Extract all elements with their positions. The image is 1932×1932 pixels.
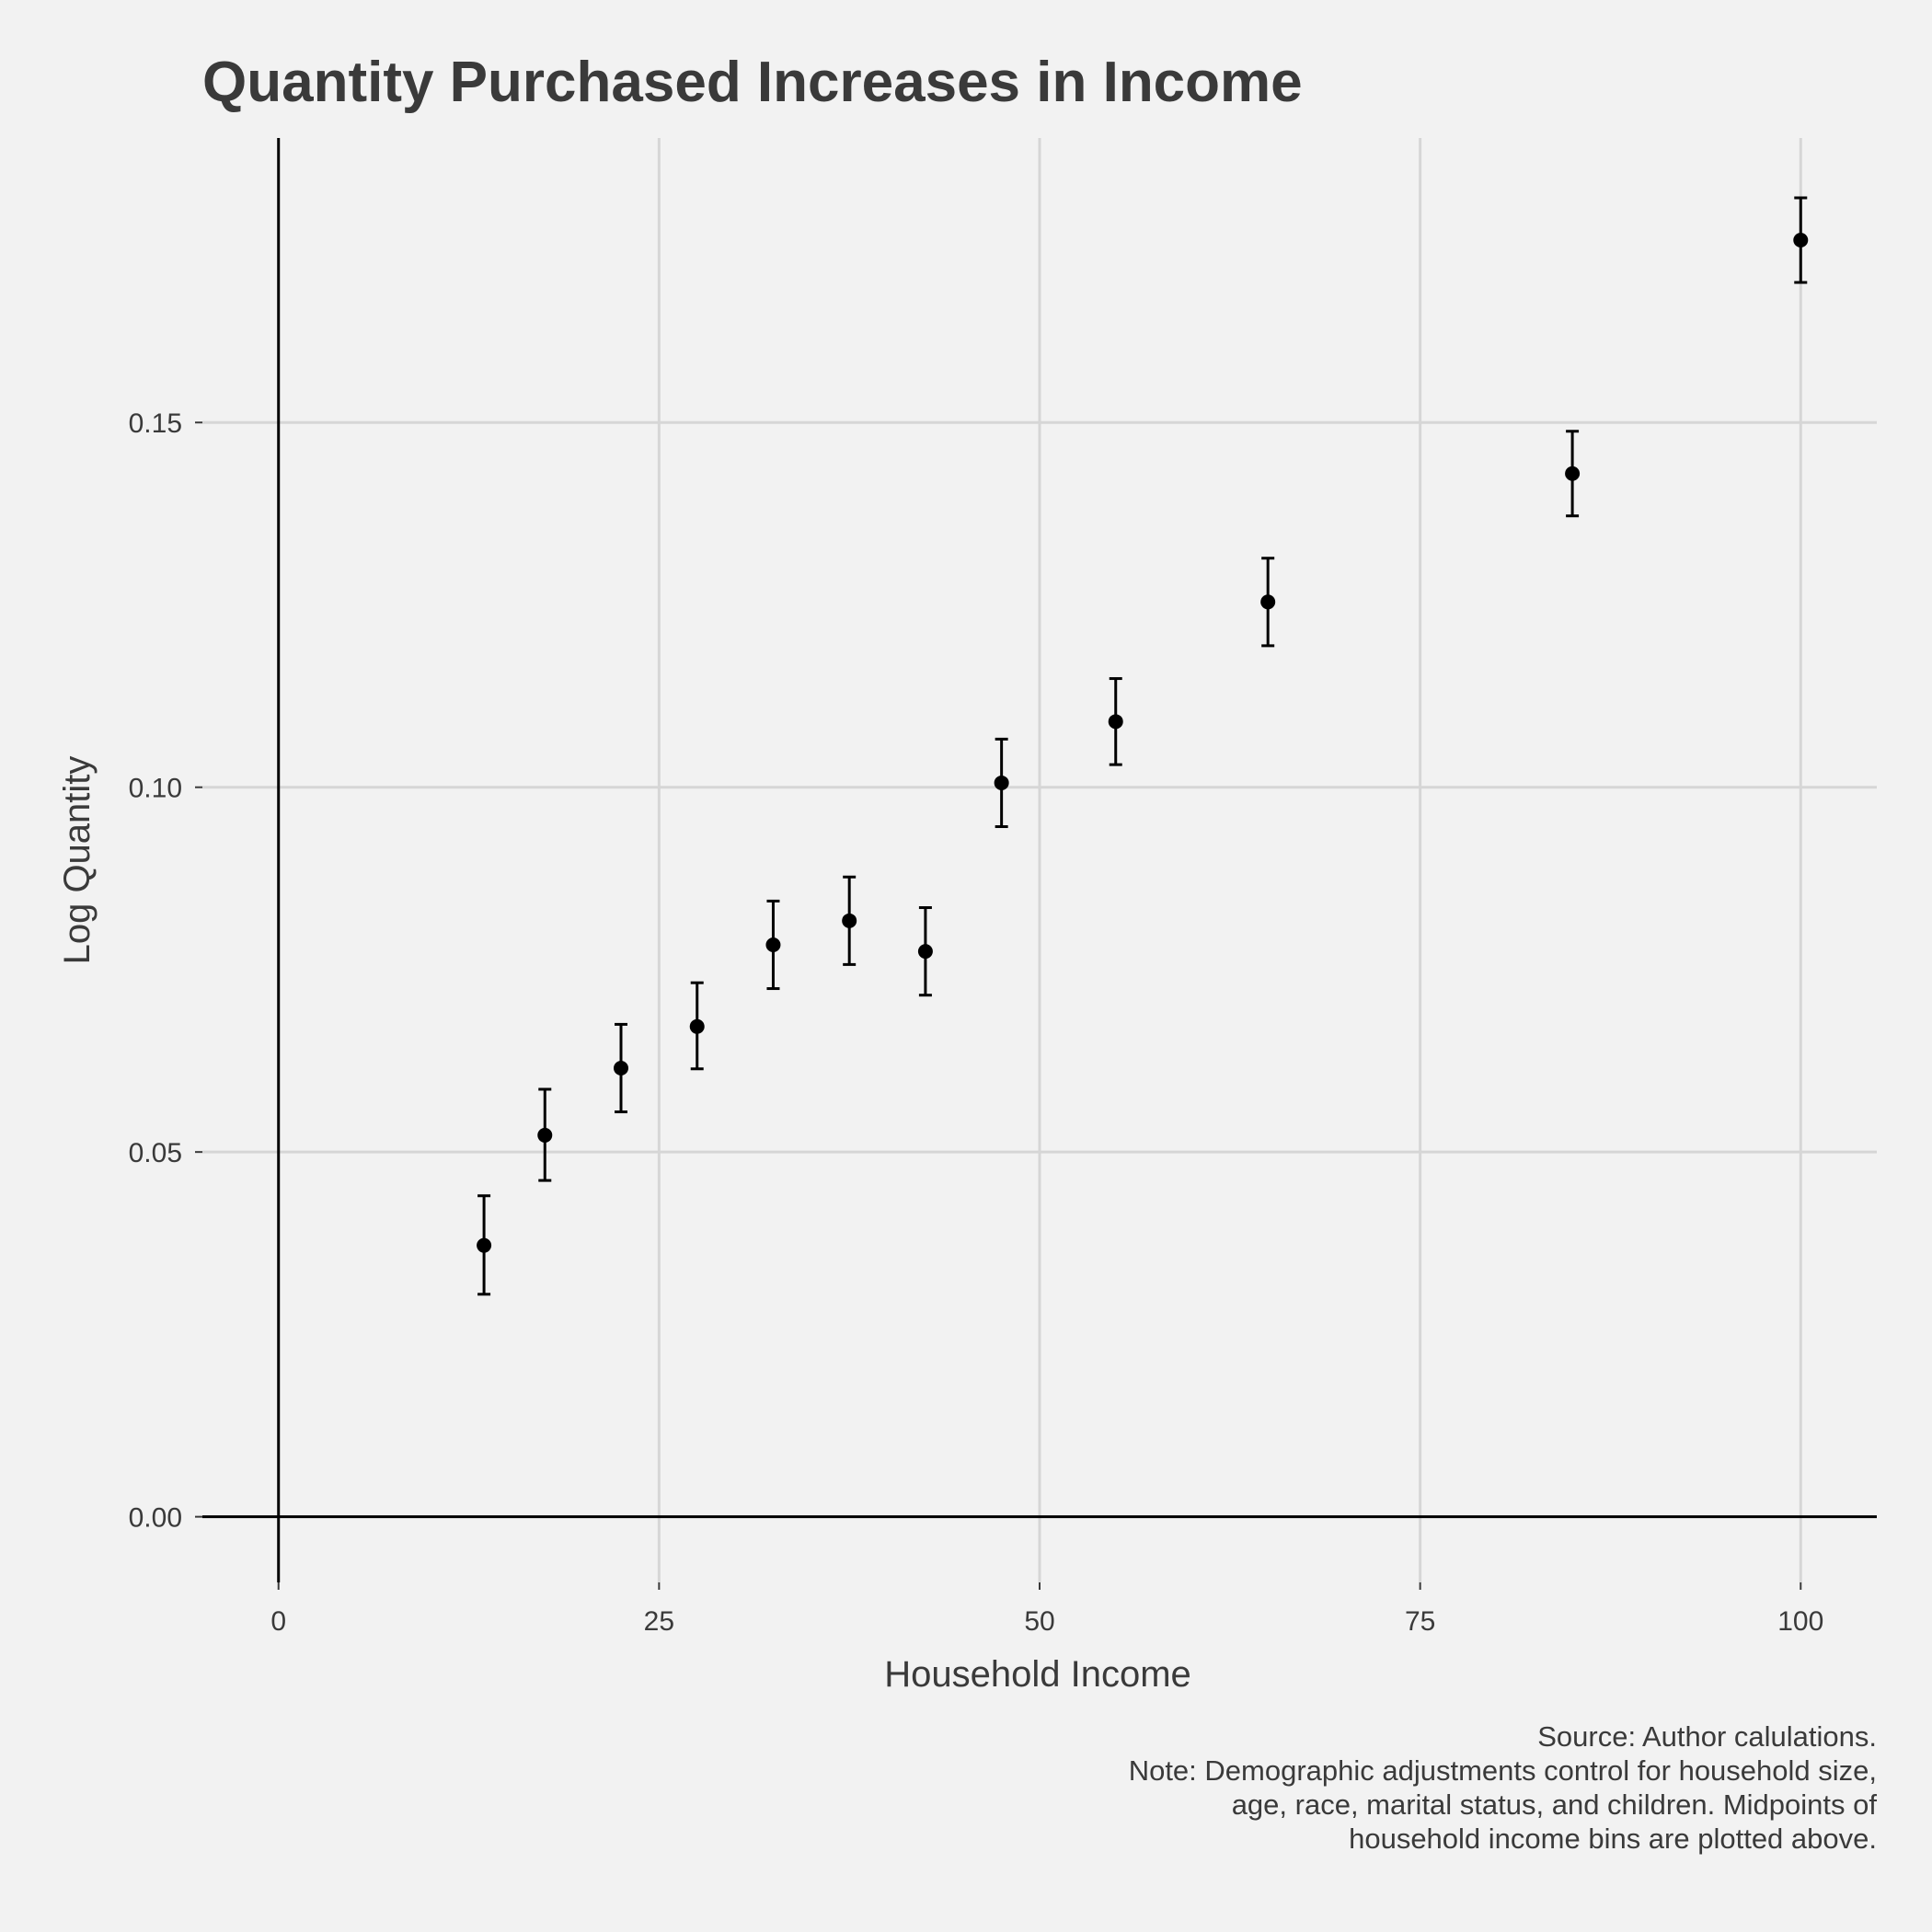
y-tick-label: 0.05 bbox=[129, 1138, 182, 1168]
data-point bbox=[765, 937, 781, 952]
data-marks bbox=[477, 196, 1809, 1296]
zero-lines bbox=[202, 138, 1877, 1582]
data-point bbox=[537, 1127, 553, 1143]
caption-line: household income bins are plotted above. bbox=[1349, 1823, 1877, 1855]
x-tick-label: 75 bbox=[1405, 1606, 1435, 1637]
data-point bbox=[994, 775, 1009, 790]
data-point bbox=[917, 944, 933, 960]
data-point bbox=[1108, 714, 1123, 730]
y-tick-label: 0.15 bbox=[129, 408, 182, 439]
data-point bbox=[689, 1018, 705, 1034]
x-tick-label: 0 bbox=[270, 1606, 286, 1637]
y-tick-label: 0.00 bbox=[129, 1503, 182, 1534]
x-tick-label: 50 bbox=[1024, 1606, 1054, 1637]
gridlines bbox=[202, 138, 1877, 1582]
y-axis-title: Log Quantity bbox=[57, 756, 98, 965]
axis-ticks: 0 25 50 75 100 0.00 0.05 0.10 0.15 bbox=[129, 408, 1824, 1637]
data-point bbox=[614, 1060, 628, 1075]
data-point bbox=[477, 1237, 492, 1253]
y-tick-label: 0.10 bbox=[129, 774, 182, 804]
caption-line: age, race, marital status, and children.… bbox=[1232, 1788, 1878, 1821]
caption-line: Note: Demographic adjustments control fo… bbox=[1129, 1754, 1877, 1787]
x-tick-label: 25 bbox=[644, 1606, 674, 1637]
data-point bbox=[1260, 594, 1276, 610]
x-axis-title: Household Income bbox=[884, 1654, 1191, 1695]
data-point bbox=[842, 913, 857, 928]
data-point bbox=[1793, 233, 1809, 248]
x-tick-label: 100 bbox=[1777, 1606, 1823, 1637]
caption-line: Source: Author calulations. bbox=[1537, 1720, 1877, 1753]
chart-title: Quantity Purchased Increases in Income bbox=[202, 51, 1303, 114]
caption: Source: Author calulations.Note: Demogra… bbox=[1129, 1720, 1878, 1855]
data-point bbox=[1565, 466, 1581, 481]
